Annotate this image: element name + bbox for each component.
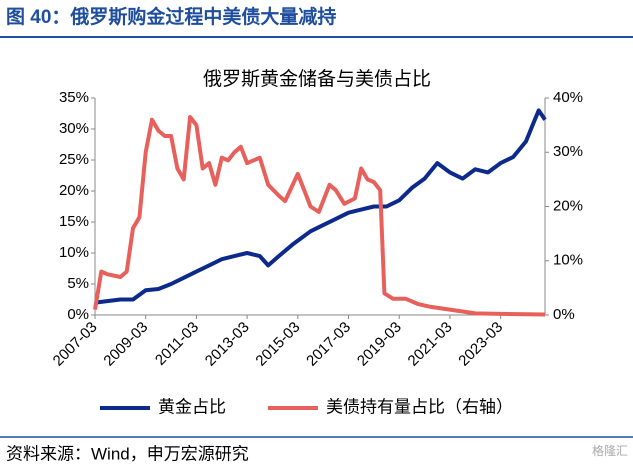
legend-label: 美债持有量占比（右轴） [326, 397, 513, 416]
x-tick-label: 2013-03 [202, 319, 253, 370]
y2-tick-label: 20% [553, 197, 583, 214]
watermark: 格隆汇 [592, 443, 628, 458]
figure-title: 图 40：俄罗斯购金过程中美债大量减持 [6, 5, 336, 28]
y2-tick-label: 10% [553, 252, 583, 269]
x-tick-label: 2007-03 [50, 319, 101, 370]
x-tick-label: 2021-03 [405, 319, 456, 370]
y2-tick-label: 40% [553, 89, 583, 106]
series-line [93, 115, 546, 317]
y-tick-label: 15% [59, 213, 89, 230]
source: 资料来源：Wind，申万宏源研究 [6, 444, 249, 463]
y-tick-label: 35% [59, 89, 89, 106]
y-tick-label: 10% [59, 244, 89, 261]
x-tick-label: 2023-03 [455, 319, 506, 370]
y-tick-label: 25% [59, 151, 89, 168]
chart-title: 俄罗斯黄金储备与美债占比 [203, 68, 431, 90]
series-line [94, 108, 547, 305]
y-tick-label: 5% [67, 275, 89, 292]
x-tick-label: 2011-03 [152, 319, 202, 369]
x-tick-label: 2009-03 [100, 319, 151, 370]
x-tick-label: 2017-03 [303, 319, 354, 370]
y-tick-label: 0% [67, 306, 89, 323]
x-tick-label: 2015-03 [252, 319, 303, 370]
y-tick-label: 30% [59, 120, 89, 137]
y2-tick-label: 30% [553, 143, 583, 160]
y-tick-label: 20% [59, 182, 89, 199]
y2-tick-label: 0% [553, 306, 575, 323]
legend-label: 黄金占比 [158, 397, 226, 416]
x-tick-label: 2019-03 [354, 319, 405, 370]
